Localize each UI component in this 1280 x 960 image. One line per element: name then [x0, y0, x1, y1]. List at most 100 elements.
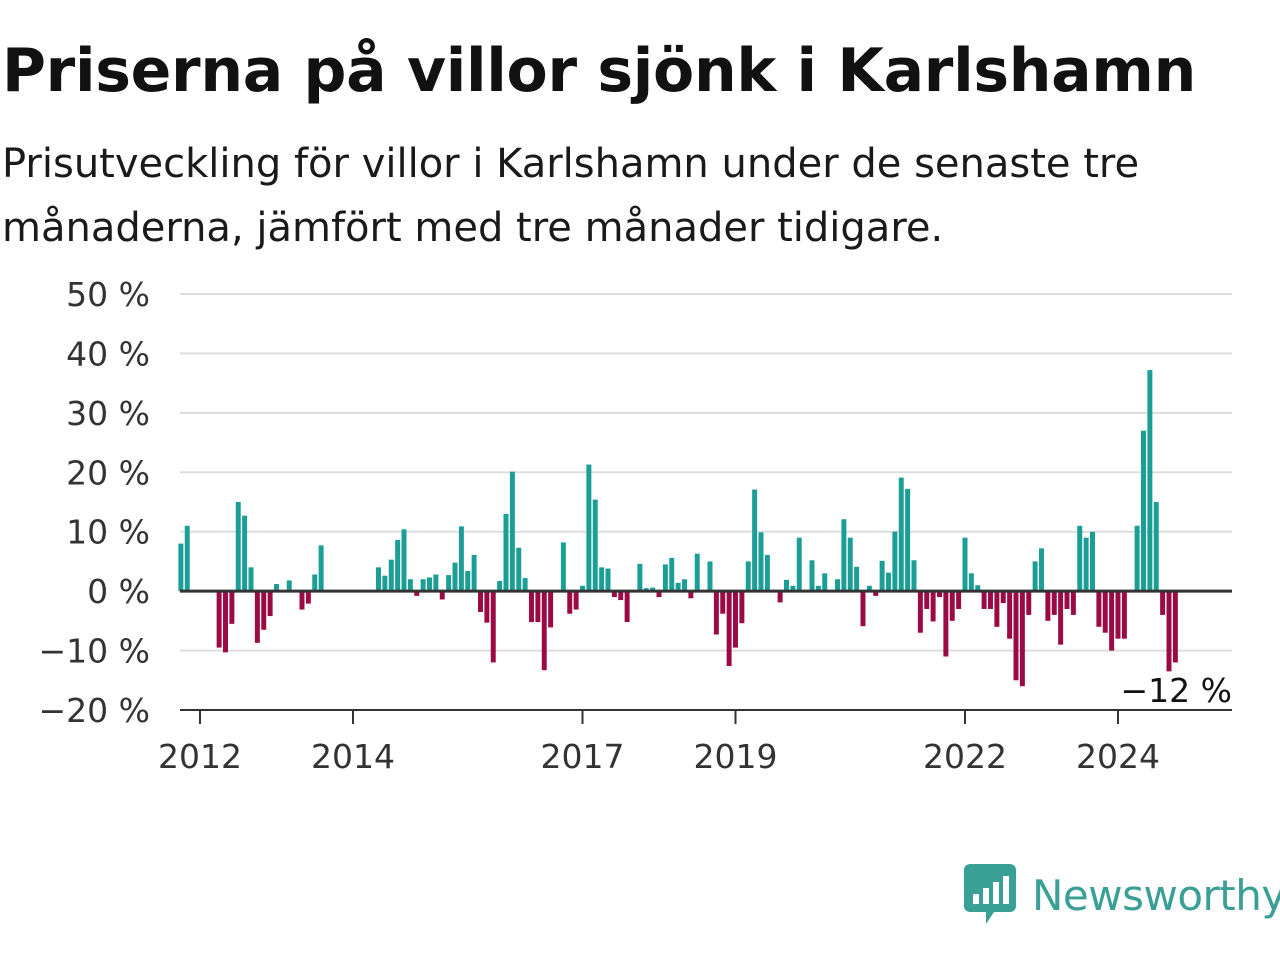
- bar: [675, 582, 681, 592]
- bar: [305, 591, 311, 604]
- y-tick-label: −10 %: [39, 632, 151, 671]
- bar: [1026, 591, 1032, 615]
- bar: [516, 547, 522, 592]
- bars: [178, 370, 1178, 687]
- bar: [184, 525, 190, 592]
- bar: [796, 537, 802, 592]
- y-tick-label: 0 %: [87, 572, 150, 611]
- bar: [994, 591, 1000, 627]
- x-axis-ticks: 2012 2014 2017 2019 2022 2024: [158, 710, 1160, 776]
- bar: [682, 579, 687, 592]
- bar: [401, 529, 407, 592]
- bar: [758, 532, 764, 592]
- bar: [223, 591, 228, 653]
- bar: [917, 591, 923, 633]
- bar: [592, 499, 598, 592]
- bar: [216, 591, 222, 648]
- bar: [611, 591, 617, 598]
- bar: [471, 554, 477, 592]
- bar: [892, 531, 898, 592]
- bar: [1019, 591, 1025, 687]
- bar: [956, 591, 962, 609]
- x-tick-label: 2014: [311, 737, 395, 776]
- bar: [835, 579, 840, 592]
- bar: [841, 519, 847, 592]
- bar: [911, 560, 917, 592]
- bar: [764, 554, 770, 592]
- bar: [541, 591, 547, 671]
- end-label-halo: −12 %: [1121, 671, 1233, 710]
- bar: [720, 591, 726, 614]
- bar: [490, 591, 496, 663]
- bar: [248, 567, 254, 592]
- bar: [178, 543, 184, 592]
- bar: [637, 563, 643, 592]
- bar: [388, 559, 394, 592]
- bar: [752, 489, 758, 592]
- bar: [879, 560, 885, 592]
- bar: [784, 579, 789, 592]
- bar: [414, 591, 420, 596]
- bar: [522, 578, 528, 592]
- bar: [446, 575, 452, 592]
- bar: [726, 591, 732, 667]
- bar: [1051, 591, 1057, 615]
- bar: [1115, 591, 1121, 639]
- bar: [618, 591, 624, 601]
- chart-subtitle: Prisutveckling för villor i Karlshamn un…: [2, 141, 1140, 251]
- bar: [548, 591, 554, 628]
- bar: [854, 566, 860, 592]
- bar: [669, 557, 675, 592]
- x-tick-label: 2022: [923, 737, 1007, 776]
- bar: [376, 567, 381, 592]
- bar: [988, 591, 993, 609]
- bar: [318, 545, 324, 592]
- bar: [688, 591, 694, 599]
- y-tick-label: 30 %: [66, 394, 150, 433]
- bar: [580, 585, 585, 592]
- bar: [1102, 591, 1108, 633]
- bar: [809, 560, 815, 592]
- bar: [975, 585, 981, 592]
- bar: [1096, 591, 1102, 627]
- bar: [433, 574, 439, 592]
- bar: [745, 561, 751, 592]
- bar: [382, 575, 388, 592]
- bar: [1000, 591, 1006, 604]
- x-tick-label: 2012: [158, 737, 242, 776]
- bar: [968, 573, 974, 592]
- bar: [478, 591, 483, 612]
- bar: [739, 591, 745, 624]
- bar: [235, 502, 241, 592]
- bar: [452, 562, 458, 592]
- bar: [573, 591, 579, 610]
- bar: [458, 526, 464, 592]
- bar: [1166, 591, 1172, 672]
- bar: [847, 537, 853, 592]
- bar: [650, 587, 656, 592]
- end-label-group: −12 %−12 %: [1117, 667, 1237, 714]
- y-tick-label: 50 %: [66, 275, 150, 314]
- bar: [1109, 591, 1115, 651]
- bar: [905, 488, 911, 592]
- y-tick-label: 10 %: [66, 513, 150, 552]
- bar: [497, 581, 503, 592]
- bar: [860, 591, 866, 627]
- bar: [586, 464, 592, 592]
- bar: [1077, 525, 1083, 592]
- bar: [898, 477, 904, 592]
- bar: [822, 573, 828, 592]
- brand-mark[interactable]: Newsworthy: [964, 864, 1280, 926]
- bar: [815, 585, 821, 592]
- bar: [242, 515, 248, 592]
- bar: [560, 542, 566, 592]
- bar: [605, 568, 611, 592]
- bar: [299, 591, 305, 610]
- bar: [535, 591, 541, 623]
- bar: [267, 591, 273, 617]
- bar: [1058, 591, 1064, 645]
- bar: [656, 591, 662, 598]
- x-tick-label: 2017: [541, 737, 625, 776]
- y-tick-label: 40 %: [66, 334, 150, 373]
- bar: [1083, 537, 1089, 592]
